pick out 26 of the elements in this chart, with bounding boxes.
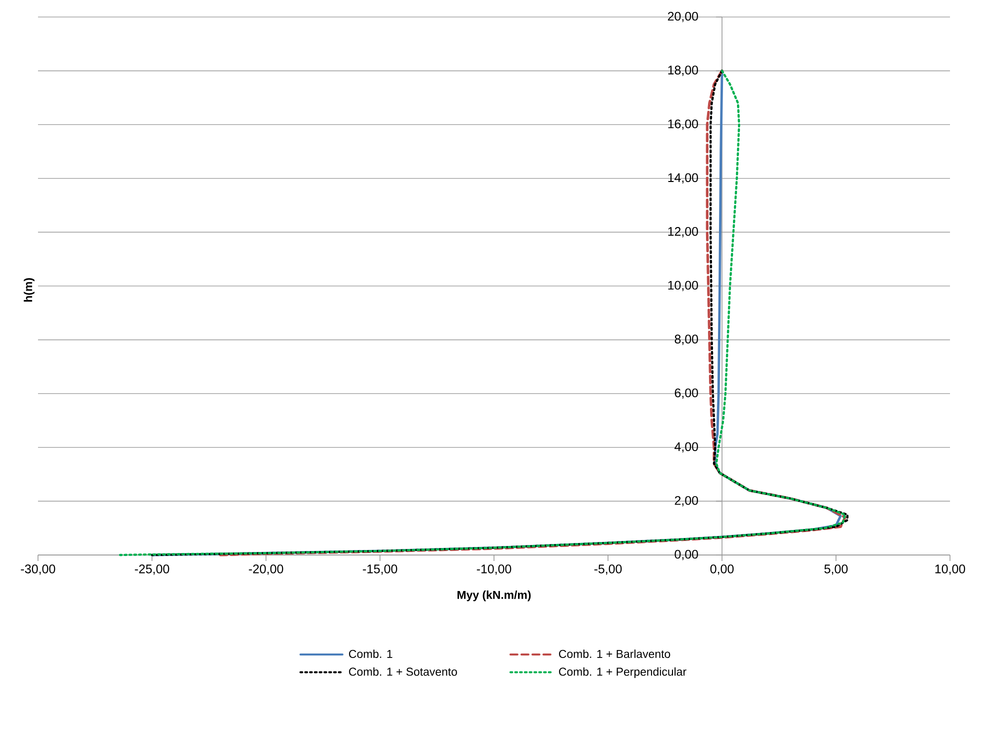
x-tick-label: -5,00 (594, 564, 622, 575)
y-tick-label: 4,00 (674, 442, 698, 453)
y-tick-label: 0,00 (674, 550, 698, 560)
x-tick-label: -20,00 (248, 564, 284, 575)
y-tick-label: 18,00 (668, 66, 698, 76)
x-tick-label: -30,00 (20, 564, 56, 575)
y-tick-label: 6,00 (674, 388, 698, 399)
x-tick-label: 10,00 (935, 564, 966, 575)
y-tick-label: 14,00 (668, 173, 698, 184)
x-tick-label: -25,00 (134, 564, 170, 575)
x-tick-label: 0,00 (710, 564, 734, 575)
y-tick-label: 20,00 (668, 12, 698, 22)
legend-label: Comb. 1 + Barlavento (559, 650, 670, 658)
x-tick-label: -10,00 (476, 564, 512, 575)
x-axis-title: Myy (kN.m/m) (458, 590, 531, 602)
legend-label: Comb. 1 (349, 650, 392, 658)
y-tick-label: 10,00 (668, 280, 698, 292)
y-tick-label: 2,00 (674, 496, 698, 506)
y-tick-label: 16,00 (668, 119, 698, 130)
y-tick-label: 12,00 (668, 227, 698, 238)
legend-label: Comb. 1 + Perpendicular (559, 667, 686, 678)
legend-label: Comb. 1 + Sotavento (349, 667, 457, 676)
x-tick-label: 5,00 (824, 564, 848, 575)
x-tick-label: -15,00 (362, 564, 398, 575)
y-tick-label: 8,00 (674, 334, 698, 345)
y-axis-title: h(m) (24, 278, 34, 302)
